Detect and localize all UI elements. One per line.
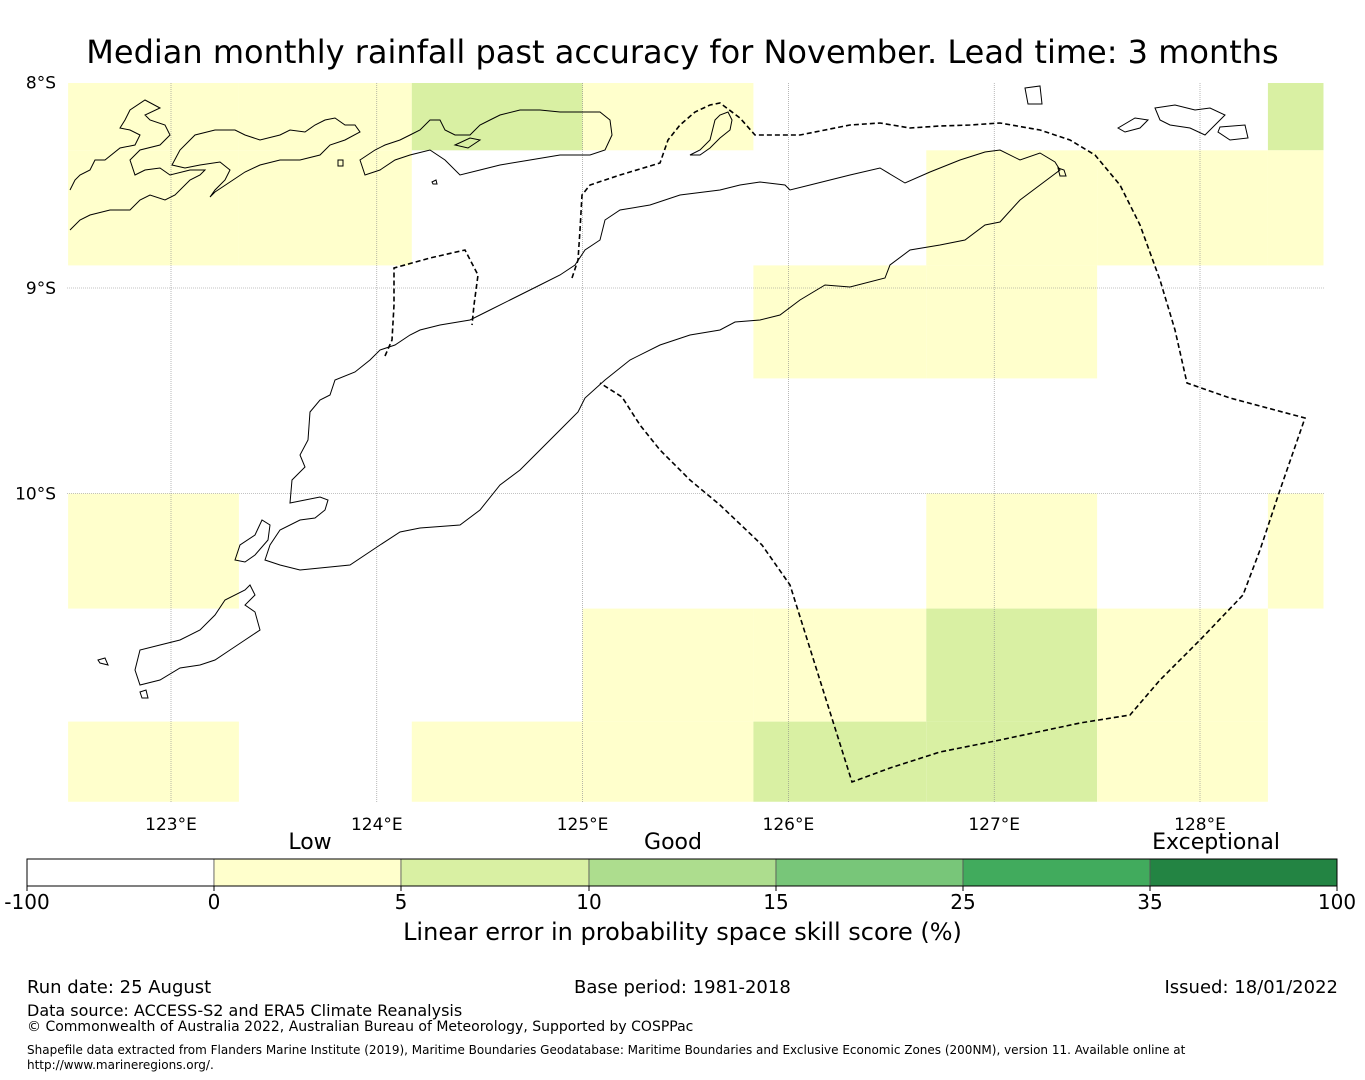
flores-coastline <box>69 99 207 231</box>
colorbar-tick: 15 <box>763 890 789 914</box>
colorbar-frame <box>26 858 1338 887</box>
axis-labels: 123°E 124°E 125°E 126°E 127°E 128°E 8°S 9°S 10°S <box>15 74 1226 836</box>
colorbar-segment <box>1149 858 1338 887</box>
lon-tick-label: 123°E <box>145 815 197 835</box>
category-good-label: Good <box>644 830 702 855</box>
skill-cell-good <box>1267 83 1324 151</box>
skill-cell-good <box>926 608 1098 722</box>
map-title: Median monthly rainfall past accuracy fo… <box>86 33 1279 71</box>
skill-cell-low <box>238 150 412 266</box>
alor-coastline <box>171 117 361 198</box>
base-period: Base period: 1981-2018 <box>574 977 791 998</box>
skill-cell-low <box>753 608 927 722</box>
islet-3 <box>337 159 344 167</box>
semau-coastline <box>234 519 271 563</box>
leti-coastline <box>1024 85 1043 105</box>
timor-leste-eez-north <box>571 102 1307 784</box>
lat-tick-label: 10°S <box>15 485 56 505</box>
skill-cells <box>68 83 1324 802</box>
atauro-coastline <box>453 137 482 149</box>
colorbar-tick: 25 <box>950 890 976 914</box>
data-source: Data source: ACCESS-S2 and ERA5 Climate … <box>27 1001 463 1020</box>
skill-cell-good <box>926 721 1098 802</box>
colorbar-tick: 5 <box>394 890 408 914</box>
skill-cell-low <box>1267 150 1324 266</box>
skill-cell-low <box>1097 150 1268 266</box>
lon-tick-label: 124°E <box>351 815 403 835</box>
small-islet-1 <box>139 689 149 699</box>
islet-2 <box>1057 167 1067 177</box>
skill-cell-low <box>68 83 239 151</box>
colorbar-tick: 10 <box>576 890 602 914</box>
colorbar-segment <box>962 858 1151 887</box>
category-exceptional-label: Exceptional <box>1152 830 1280 855</box>
lon-tick-label: 128°E <box>1174 815 1226 835</box>
graticule <box>67 83 1324 803</box>
maritime-boundaries <box>384 102 1307 784</box>
skill-cell-low <box>753 265 927 379</box>
colorbar-segment <box>400 858 590 887</box>
colorbar-segment <box>775 858 964 887</box>
roti-coastline <box>134 584 261 686</box>
coastlines <box>69 85 1249 699</box>
skill-cell-low <box>411 721 583 802</box>
skill-cell-low <box>582 608 754 722</box>
colorbar-tick: 100 <box>1317 890 1357 914</box>
skill-cell-low <box>238 83 412 151</box>
skill-cell-low <box>1267 493 1324 609</box>
skill-cell-low <box>68 150 239 266</box>
oecusse-boundary <box>384 249 479 357</box>
category-low-label: Low <box>288 830 332 855</box>
colorbar-segment <box>588 858 777 887</box>
skill-cell-low <box>582 721 754 802</box>
skill-cell-low <box>1097 608 1268 722</box>
skill-cell-low <box>68 493 239 609</box>
skill-cell-low <box>926 493 1098 609</box>
kisar-coastline <box>689 111 733 156</box>
colorbar-segment <box>26 858 215 887</box>
ndao-coastline <box>97 657 109 666</box>
colorbar-title: Linear error in probability space skill … <box>403 918 962 946</box>
skill-cell-low <box>926 265 1098 379</box>
lon-tick-label: 127°E <box>968 815 1020 835</box>
lakor-coastline <box>1154 104 1226 136</box>
skill-cell-good <box>753 721 927 802</box>
colorbar-segment <box>213 858 402 887</box>
colorbar <box>26 858 1338 891</box>
shapefile-credit: Shapefile data extracted from Flanders M… <box>27 1043 1186 1072</box>
islet-4 <box>431 179 438 185</box>
lon-tick-label: 125°E <box>557 815 609 835</box>
run-date: Run date: 25 August <box>27 977 212 998</box>
colorbar-tick: -100 <box>4 890 50 914</box>
copyright: © Commonwealth of Australia 2022, Austra… <box>27 1019 694 1035</box>
colorbar-tick: 35 <box>1137 890 1163 914</box>
lat-tick-label: 8°S <box>26 74 56 94</box>
skill-cell-low <box>926 150 1098 266</box>
timor-coastline <box>264 149 1061 571</box>
skill-cell-low <box>1097 721 1268 802</box>
wetar-coastline <box>359 109 613 176</box>
colorbar-tick: 0 <box>207 890 221 914</box>
issued-date: Issued: 18/01/2022 <box>1164 977 1338 998</box>
moa-coastline <box>1117 117 1150 133</box>
lon-tick-label: 126°E <box>763 815 815 835</box>
lat-tick-label: 9°S <box>26 279 56 299</box>
skill-cell-low <box>68 721 239 802</box>
babar-small <box>1217 124 1249 141</box>
